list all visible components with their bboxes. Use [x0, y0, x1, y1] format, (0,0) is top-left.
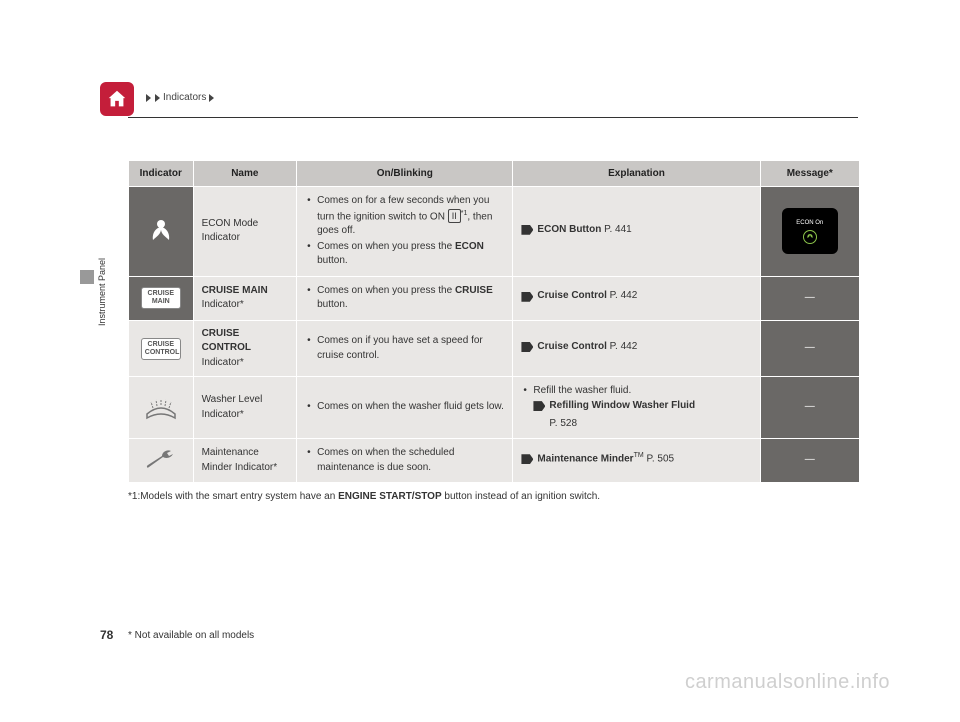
name-cell: CRUISE CONTROL Indicator* — [194, 321, 297, 377]
wrench-icon — [143, 449, 179, 473]
footnote-asterisk-1: *1:Models with the smart entry system ha… — [128, 491, 860, 502]
watermark: carmanualsonline.info — [685, 671, 890, 694]
bullet-item: Refill the washer fluid. Refilling Windo… — [521, 384, 751, 431]
on-cell: Comes on if you have set a speed for cru… — [297, 321, 512, 377]
cross-reference: ECON Button P. 441 — [521, 223, 631, 238]
on-cell: Comes on when the washer fluid gets low. — [297, 377, 512, 438]
footnote-not-available: * Not available on all models — [128, 630, 254, 641]
washer-fluid-icon — [143, 394, 179, 422]
bullet-item: Comes on for a few seconds when you turn… — [305, 194, 504, 239]
econ-on-message-icon: ECON On — [782, 208, 838, 254]
explanation-cell: Cruise Control P. 442 — [513, 277, 759, 320]
name-cell: ECON Mode Indicator — [194, 187, 297, 276]
section-tab — [80, 270, 94, 284]
cruise-main-icon: CRUISE MAIN — [141, 287, 181, 309]
indicators-table: Indicator Name On/Blinking Explanation M… — [128, 160, 860, 502]
cross-reference: Cruise Control P. 442 — [521, 340, 637, 355]
header-indicator: Indicator — [129, 161, 193, 186]
icon-cell — [129, 377, 193, 438]
table-row: ECON Mode Indicator Comes on for a few s… — [129, 187, 859, 276]
ignition-position-icon: II — [448, 209, 461, 223]
table-row: Maintenance Minder Indicator* Comes on w… — [129, 439, 859, 482]
name-cell: CRUISE MAIN Indicator* — [194, 277, 297, 320]
on-cell: Comes on when you press the CRUISE butto… — [297, 277, 512, 320]
home-button[interactable] — [100, 82, 134, 116]
message-cell: — — [761, 439, 859, 482]
home-icon — [106, 88, 128, 110]
header-name: Name — [194, 161, 297, 186]
message-cell: — — [761, 377, 859, 438]
econ-leaf-icon — [138, 208, 184, 254]
table-row: CRUISE CONTROL CRUISE CONTROL Indicator*… — [129, 321, 859, 377]
explanation-cell: Maintenance MinderTM P. 505 — [513, 439, 759, 482]
bullet-item: Comes on when you press the ECON button. — [305, 240, 504, 269]
chevron-right-icon — [146, 94, 151, 102]
name-cell: Maintenance Minder Indicator* — [194, 439, 297, 482]
divider — [128, 117, 858, 118]
message-cell: — — [761, 277, 859, 320]
table-row: Washer Level Indicator* Comes on when th… — [129, 377, 859, 438]
bullet-item: Comes on if you have set a speed for cru… — [305, 334, 504, 363]
on-cell: Comes on when the scheduled maintenance … — [297, 439, 512, 482]
message-cell: ECON On — [761, 187, 859, 276]
bullet-item: Comes on when the scheduled maintenance … — [305, 446, 504, 475]
page-number: 78 — [100, 628, 113, 642]
table-header-row: Indicator Name On/Blinking Explanation M… — [129, 161, 859, 186]
icon-cell — [129, 439, 193, 482]
bullet-item: Comes on when the washer fluid gets low. — [305, 400, 504, 415]
icon-cell — [129, 187, 193, 276]
explanation-cell: Refill the washer fluid. Refilling Windo… — [513, 377, 759, 438]
section-label: Instrument Panel — [97, 258, 107, 326]
cross-reference: Maintenance MinderTM P. 505 — [521, 451, 674, 467]
bullet-item: Comes on when you press the CRUISE butto… — [305, 284, 504, 313]
icon-cell: CRUISE CONTROL — [129, 321, 193, 377]
explanation-cell: Cruise Control P. 442 — [513, 321, 759, 377]
on-cell: Comes on for a few seconds when you turn… — [297, 187, 512, 276]
breadcrumb-label: Indicators — [163, 92, 206, 103]
cross-reference: Cruise Control P. 442 — [521, 289, 637, 304]
explanation-cell: ECON Button P. 441 — [513, 187, 759, 276]
message-cell: — — [761, 321, 859, 377]
header-explanation: Explanation — [513, 161, 759, 186]
header-on-blinking: On/Blinking — [297, 161, 512, 186]
chevron-right-icon — [209, 94, 214, 102]
cruise-control-icon: CRUISE CONTROL — [141, 338, 181, 360]
chevron-right-icon — [155, 94, 160, 102]
breadcrumb: Indicators — [145, 92, 215, 103]
cross-reference: Refilling Window Washer Fluid — [533, 399, 695, 414]
icon-cell: CRUISE MAIN — [129, 277, 193, 320]
header-message: Message* — [761, 161, 859, 186]
table-row: CRUISE MAIN CRUISE MAIN Indicator* Comes… — [129, 277, 859, 320]
name-cell: Washer Level Indicator* — [194, 377, 297, 438]
